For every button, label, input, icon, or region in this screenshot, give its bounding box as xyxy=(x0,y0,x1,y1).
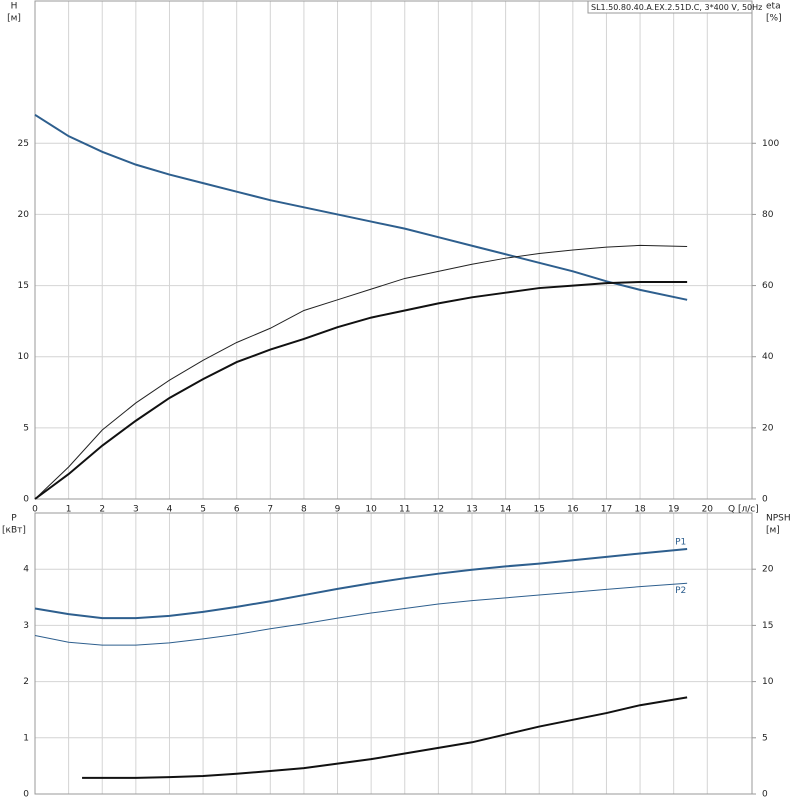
y2-tick-label: 20 xyxy=(762,423,774,433)
x-axis-label: Q [л/с] xyxy=(728,505,759,515)
x-tick-label: 1 xyxy=(66,505,72,515)
series-line xyxy=(34,113,688,301)
x-tick-label: 11 xyxy=(399,505,410,515)
title-box xyxy=(587,0,753,14)
x-tick-label: 14 xyxy=(500,505,512,515)
y2-tick-label: 60 xyxy=(762,281,774,291)
x-tick-label: 7 xyxy=(267,505,273,515)
y2-tick-label: 5 xyxy=(762,733,768,743)
x-tick-label: 16 xyxy=(567,505,579,515)
series-line xyxy=(34,547,688,620)
y2-tick-label: 10 xyxy=(762,677,774,687)
x-tick-label: 4 xyxy=(167,505,173,515)
series-label: P1 xyxy=(675,537,686,547)
y2-tick-label: 15 xyxy=(762,621,773,631)
x-tick-label: 12 xyxy=(433,505,444,515)
x-tick-label: 15 xyxy=(533,505,544,515)
x-tick-label: 8 xyxy=(301,505,307,515)
y-tick-label: 10 xyxy=(18,352,30,362)
series-line xyxy=(34,582,688,646)
x-tick-label: 19 xyxy=(668,505,680,515)
x-tick-label: 6 xyxy=(234,505,240,515)
y-tick-label: 5 xyxy=(23,423,29,433)
x-tick-label: 20 xyxy=(702,505,714,515)
y2-tick-label: 0 xyxy=(762,495,768,505)
y2-tick-label: 100 xyxy=(762,139,779,149)
y2-tick-label: 20 xyxy=(762,565,774,575)
y2-tick-label: 80 xyxy=(762,210,774,220)
x-tick-label: 17 xyxy=(601,505,612,515)
y2-axis-label: eta xyxy=(766,2,781,12)
y-axis-unit: [м] xyxy=(7,14,21,24)
y-axis-label: H xyxy=(11,2,18,12)
x-tick-label: 2 xyxy=(99,505,105,515)
plot-frame xyxy=(34,0,753,500)
y-tick-label: 0 xyxy=(23,790,29,800)
y-tick-label: 2 xyxy=(23,677,29,687)
series-label: P2 xyxy=(675,586,686,596)
y-tick-label: 15 xyxy=(18,281,29,291)
y2-axis-unit: [м] xyxy=(766,526,780,536)
y2-axis-unit: [%] xyxy=(766,14,782,24)
x-tick-label: 9 xyxy=(335,505,341,515)
x-tick-label: 0 xyxy=(32,505,38,515)
y-axis-label: P xyxy=(11,514,17,524)
series-line xyxy=(34,281,688,500)
y-tick-label: 25 xyxy=(18,139,29,149)
y2-tick-label: 40 xyxy=(762,352,774,362)
x-tick-label: 3 xyxy=(133,505,139,515)
x-tick-label: 5 xyxy=(200,505,206,515)
y-tick-label: 1 xyxy=(23,733,29,743)
y-tick-label: 4 xyxy=(23,565,29,575)
series-line xyxy=(34,244,688,500)
series-line xyxy=(82,696,688,779)
x-tick-label: 18 xyxy=(634,505,646,515)
y-axis-unit: [кВт] xyxy=(2,526,26,536)
y-tick-label: 20 xyxy=(18,210,30,220)
x-tick-label: 10 xyxy=(365,505,377,515)
y-tick-label: 0 xyxy=(23,495,29,505)
x-tick-label: 13 xyxy=(466,505,477,515)
y-tick-label: 3 xyxy=(23,621,29,631)
chart-title: SL1.50.80.40.A.EX.2.51D.C, 3*400 V, 50Hz xyxy=(591,3,762,12)
plot-frame xyxy=(34,512,753,795)
y2-axis-label: NPSH xyxy=(766,514,791,524)
y2-tick-label: 0 xyxy=(762,790,768,800)
